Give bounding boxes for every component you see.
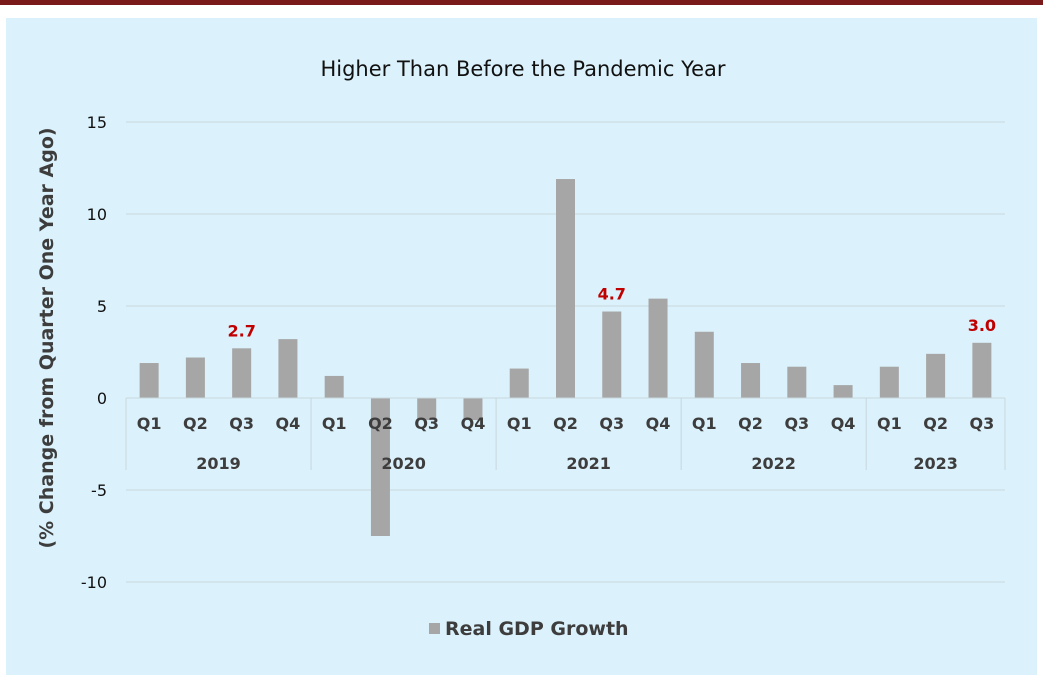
quarter-label: Q3 (599, 414, 624, 433)
quarter-label: Q4 (276, 414, 301, 433)
quarter-label: Q3 (784, 414, 809, 433)
quarter-label: Q2 (923, 414, 948, 433)
bar (741, 363, 761, 398)
bar (185, 357, 205, 398)
bar (648, 298, 668, 398)
bar (509, 368, 529, 398)
bar (417, 398, 437, 421)
chart-frame (6, 18, 1037, 675)
quarter-label: Q2 (183, 414, 208, 433)
quarter-label: Q1 (137, 414, 162, 433)
bar (139, 363, 159, 398)
quarter-label: Q1 (507, 414, 532, 433)
quarter-label: Q2 (553, 414, 578, 433)
quarter-label: Q4 (461, 414, 486, 433)
bar (232, 348, 252, 398)
y-tick-label: -10 (81, 573, 107, 592)
y-axis-label: (% Change from Quarter One Year Ago) (36, 127, 58, 548)
top-border-bar (0, 0, 1043, 5)
bar (370, 398, 390, 536)
bar (833, 385, 853, 398)
bar (972, 342, 992, 398)
quarter-label: Q3 (229, 414, 254, 433)
quarter-label: Q1 (692, 414, 717, 433)
legend: Real GDP Growth (429, 618, 629, 640)
y-tick-label: -5 (91, 481, 107, 500)
y-tick-label: 10 (87, 205, 107, 224)
year-label: 2022 (751, 454, 796, 473)
data-label: 4.7 (598, 285, 626, 304)
bars (139, 179, 992, 536)
legend-label: Real GDP Growth (445, 618, 629, 640)
x-axis: Q1 Q2 Q3 Q4 Q1 Q2 Q3 Q4 Q1 Q2 Q3 Q4 Q1 Q2 Q3 Q4 Q1 Q2 Q3 20… (125, 397, 1006, 473)
quarter-label: Q3 (970, 414, 995, 433)
quarter-label: Q2 (738, 414, 763, 433)
bar (879, 366, 899, 398)
data-label: 2.7 (227, 321, 255, 340)
bar (278, 339, 298, 398)
legend-swatch (429, 623, 440, 634)
data-labels: 2.7 4.7 3.0 (227, 285, 996, 341)
quarter-label: Q1 (322, 414, 347, 433)
bar (926, 353, 946, 398)
y-tick-label: 5 (97, 297, 107, 316)
data-label: 3.0 (968, 316, 996, 335)
bar (556, 179, 575, 398)
quarter-label: Q4 (646, 414, 671, 433)
bar (694, 331, 714, 398)
quarter-label: Q2 (368, 414, 393, 433)
quarter-label: Q1 (877, 414, 902, 433)
y-tick-label: 15 (87, 113, 107, 132)
y-tick-label: 0 (97, 389, 107, 408)
quarter-label: Q3 (414, 414, 439, 433)
bar (787, 366, 807, 398)
year-label: 2019 (196, 454, 241, 473)
chart-title: Higher Than Before the Pandemic Year (320, 57, 725, 81)
bar (463, 398, 483, 421)
year-label: 2023 (913, 454, 958, 473)
bar (602, 311, 622, 398)
year-label: 2020 (381, 454, 426, 473)
year-label: 2021 (566, 454, 611, 473)
y-tick-labels: 15 10 5 0 -5 -10 (81, 113, 107, 592)
quarter-label: Q4 (831, 414, 856, 433)
bar (324, 375, 344, 398)
